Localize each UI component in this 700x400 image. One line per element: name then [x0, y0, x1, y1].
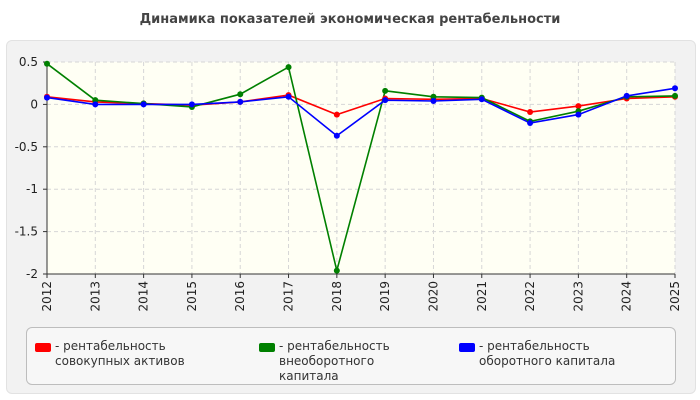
data-point-2: [44, 94, 50, 101]
data-point-0: [527, 109, 534, 116]
x-tick-label: 2013: [88, 281, 102, 312]
data-point-1: [92, 97, 99, 104]
series-line-2: [46, 87, 676, 137]
data-point-2: [672, 85, 678, 92]
x-tick-label: 2017: [282, 281, 296, 312]
x-tick-label: 2025: [668, 281, 682, 312]
legend-label: - рентабельность совокупных активов: [55, 339, 185, 368]
data-point-2: [333, 132, 340, 139]
legend-swatch: [259, 343, 275, 352]
data-point-2: [285, 93, 292, 100]
y-tick-label: 0: [30, 97, 38, 111]
legend-item-fixed-capital: - рентабельность внеоборотного капитала: [259, 339, 429, 384]
chart-title: Динамика показателей экономическая рента…: [139, 12, 561, 27]
data-point-2: [140, 101, 147, 108]
x-tick-label: 2019: [378, 281, 392, 312]
plot-background: [47, 62, 675, 274]
series-points: [44, 60, 678, 274]
data-point-1: [285, 64, 292, 71]
y-tick-label: -1: [26, 182, 38, 196]
y-axis-ticks: 0.5 0 -0.5 -1 -1.5 -2: [15, 55, 47, 281]
data-point-0: [575, 103, 582, 110]
y-tick-label: -1.5: [15, 225, 38, 239]
plot-area: [47, 62, 675, 274]
data-point-2: [575, 111, 582, 118]
legend: - рентабельность совокупных активов - ре…: [26, 327, 676, 385]
x-tick-label: 2014: [137, 281, 151, 312]
data-point-0: [333, 111, 340, 118]
legend-swatch: [35, 343, 51, 352]
x-tick-label: 2022: [523, 281, 537, 312]
series-lines: [46, 63, 676, 271]
legend-label: - рентабельность оборотного капитала: [479, 339, 616, 368]
data-point-1: [333, 267, 340, 274]
y-tick-label: -0.5: [15, 140, 38, 154]
x-tick-label: 2024: [620, 281, 634, 312]
data-point-1: [237, 91, 244, 98]
x-tick-label: 2018: [330, 281, 344, 312]
data-point-2: [623, 92, 630, 99]
data-point-1: [430, 93, 437, 100]
x-axis-ticks: 2012 2013 2014 2015 2016 2017 2018 2019 2020 2021…: [40, 274, 682, 312]
legend-item-working-capital: - рентабельность оборотного капитала: [459, 339, 665, 369]
x-tick-label: 2023: [571, 281, 585, 312]
data-point-2: [527, 120, 534, 127]
x-tick-label: 2012: [40, 281, 54, 312]
y-tick-label: 0.5: [19, 55, 38, 69]
data-point-2: [382, 97, 389, 104]
x-tick-label: 2015: [185, 281, 199, 312]
data-point-2: [188, 101, 195, 108]
data-point-1: [672, 92, 678, 99]
x-tick-label: 2020: [426, 281, 440, 312]
data-point-2: [237, 98, 244, 105]
x-tick-label: 2016: [233, 281, 247, 312]
data-point-2: [92, 101, 99, 108]
data-point-1: [44, 60, 50, 67]
legend-label: - рентабельность внеоборотного капитала: [279, 339, 390, 383]
data-point-2: [478, 96, 485, 103]
legend-swatch: [459, 343, 475, 352]
data-point-1: [382, 87, 389, 94]
data-point-2: [430, 98, 437, 105]
x-tick-label: 2021: [475, 281, 489, 312]
legend-item-assets: - рентабельность совокупных активов: [35, 339, 235, 369]
y-tick-label: -2: [26, 267, 38, 281]
